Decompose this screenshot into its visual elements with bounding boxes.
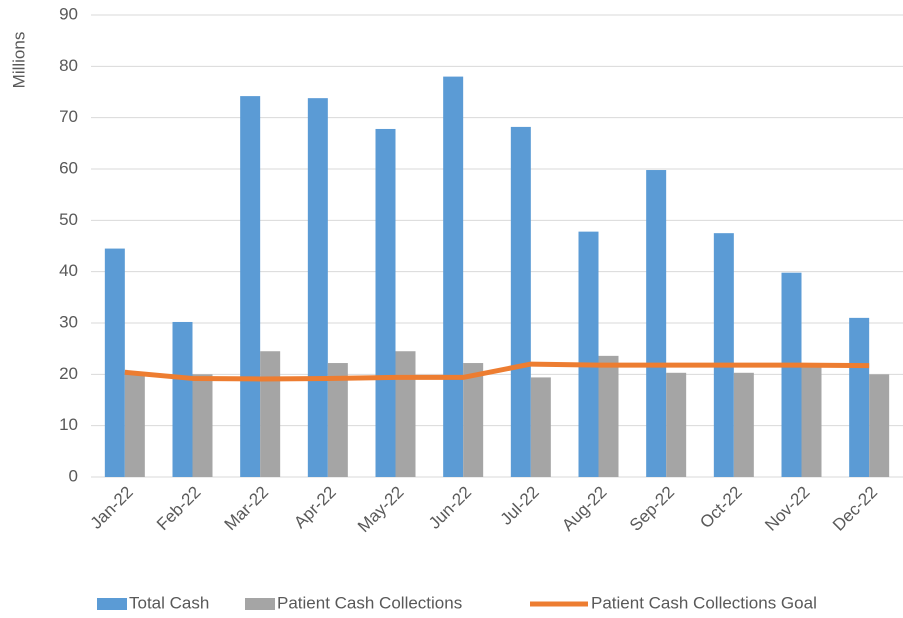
x-tick-label: Oct-22: [696, 483, 746, 533]
y-tick-label: 30: [59, 312, 78, 331]
x-tick-label: Mar-22: [221, 483, 273, 535]
x-tick-label: Jul-22: [497, 483, 543, 529]
bar: [869, 374, 890, 477]
bar: [240, 96, 261, 478]
y-tick-label: 80: [59, 56, 78, 75]
x-tick-label: Sep-22: [626, 483, 678, 535]
y-tick-label: 90: [59, 4, 78, 23]
bar: [849, 317, 870, 477]
x-tick-label: May-22: [354, 483, 408, 537]
y-tick-label: 70: [59, 107, 78, 126]
x-tick-label: Nov-22: [761, 483, 813, 535]
bar: [801, 365, 822, 477]
bar: [463, 363, 484, 477]
legend-label: Total Cash: [129, 593, 209, 612]
x-tick-label: Dec-22: [829, 483, 881, 535]
bar: [172, 321, 193, 477]
y-axis-label: Millions: [9, 32, 28, 89]
line: [124, 361, 870, 382]
x-tick-label: Aug-22: [558, 483, 610, 535]
bar: [307, 98, 328, 477]
y-tick-label: 50: [59, 210, 78, 229]
bar: [260, 351, 281, 477]
legend-label: Patient Cash Collections Goal: [591, 593, 817, 612]
y-tick-label: 10: [59, 415, 78, 434]
bar: [192, 374, 213, 477]
legend-label: Patient Cash Collections: [277, 593, 462, 612]
bar: [733, 372, 754, 477]
bar: [666, 372, 687, 477]
bar: [781, 272, 802, 477]
legend-swatch: [97, 598, 127, 610]
y-tick-label: 20: [59, 364, 78, 383]
x-tick-label: Jun-22: [425, 483, 475, 533]
bar: [395, 351, 416, 477]
bar: [713, 233, 734, 477]
bar: [327, 363, 348, 477]
bar: [510, 126, 531, 477]
x-tick-label: Apr-22: [290, 483, 340, 533]
bar: [104, 248, 125, 477]
bar: [443, 76, 464, 477]
y-tick-label: 0: [69, 466, 78, 485]
bar: [646, 170, 667, 477]
y-tick-label: 60: [59, 158, 78, 177]
x-tick-label: Jan-22: [87, 483, 137, 533]
bar: [598, 355, 619, 477]
bar: [375, 128, 396, 477]
bar: [124, 372, 145, 477]
x-tick-label: Feb-22: [153, 483, 205, 535]
y-tick-label: 40: [59, 261, 78, 280]
bar: [530, 377, 551, 477]
bar: [578, 231, 599, 477]
legend-swatch: [245, 598, 275, 610]
